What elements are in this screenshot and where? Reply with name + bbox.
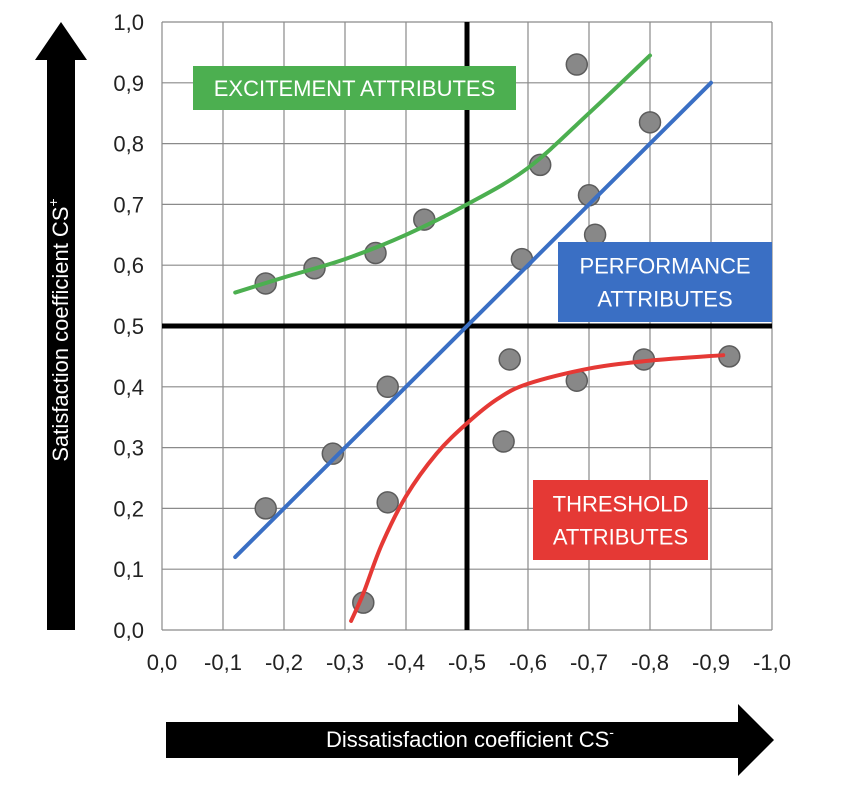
y-tick-label: 0,3 [113, 436, 144, 461]
x-tick-label: -1,0 [753, 650, 791, 675]
y-tick-label: 0,7 [113, 192, 144, 217]
performance-series-line [233, 80, 713, 560]
threshold-label-text: ATTRIBUTES [553, 525, 688, 550]
y-tick-label: 0,4 [113, 375, 144, 400]
data-point [638, 111, 662, 134]
x-tick-label: -0,5 [448, 650, 486, 675]
y-tick-label: 0,5 [113, 314, 144, 339]
y-tick-label: 0,9 [113, 71, 144, 96]
y-axis-label-superscript: + [45, 198, 61, 206]
x-tick-label: -0,9 [692, 650, 730, 675]
performance-label-background [558, 242, 772, 322]
x-tick-label: 0,0 [147, 650, 178, 675]
performance-label-text: PERFORMANCE [579, 254, 750, 279]
excitement-label-text: EXCITEMENT ATTRIBUTES [214, 76, 496, 101]
y-axis-arrow: Satisfaction coefficient CS+ [35, 22, 87, 630]
annotations: EXCITEMENT ATTRIBUTES PERFORMANCE ATTRIBUT… [193, 66, 772, 560]
data-point [376, 375, 399, 399]
x-axis-label-superscript: - [609, 724, 614, 740]
x-tick-label: -0,2 [265, 650, 303, 675]
threshold-label-text: THRESHOLD [553, 492, 689, 517]
y-tick-label: 0,1 [113, 557, 144, 582]
y-tick-label: 1,0 [113, 10, 144, 35]
excitement-label-background [193, 66, 516, 110]
data-point [565, 53, 589, 76]
y-tick-label: 0,8 [113, 132, 144, 157]
x-tick-label: -0,3 [326, 650, 364, 675]
y-tick-label: 0,2 [113, 496, 144, 521]
y-tick-label: 0,6 [113, 253, 144, 278]
data-point [376, 491, 399, 514]
x-tick-label: -0,6 [509, 650, 547, 675]
x-axis-label: Dissatisfaction coefficient CS- [326, 724, 614, 752]
tick-labels: 0,0 -0,1 -0,2 -0,3 -0,4 -0,5 -0,6 -0,7 -0,8 -0,9-… [113, 10, 791, 675]
data-point [498, 348, 521, 371]
data-point [254, 497, 277, 520]
threshold-label-box: THRESHOLD ATTRIBUTES [533, 480, 708, 560]
threshold-series-line [349, 353, 726, 623]
x-tick-label: -0,8 [631, 650, 669, 675]
excitement-label-box: EXCITEMENT ATTRIBUTES [193, 66, 516, 110]
performance-label-text: ATTRIBUTES [597, 287, 732, 312]
x-axis-arrow: Dissatisfaction coefficient CS- [166, 704, 774, 776]
trend-curves [233, 53, 726, 623]
threshold-label-background [533, 480, 708, 560]
y-axis-label: Satisfaction coefficient CS+ [45, 198, 73, 461]
x-tick-label: -0,7 [570, 650, 608, 675]
x-tick-label: -0,1 [204, 650, 242, 675]
excitement-series-line [233, 53, 652, 295]
y-tick-label: 0,0 [113, 618, 144, 643]
data-point [492, 430, 515, 453]
x-tick-label: -0,4 [387, 650, 425, 675]
data-point [321, 442, 345, 465]
performance-label-box: PERFORMANCE ATTRIBUTES [558, 242, 772, 322]
